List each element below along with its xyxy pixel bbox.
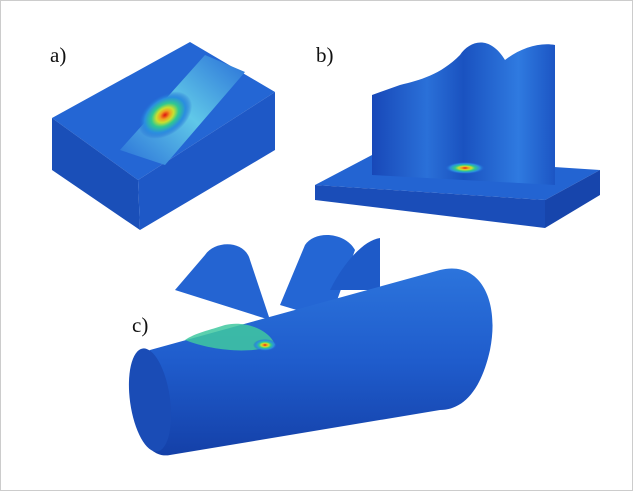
figure: a) b) c) xyxy=(0,0,633,491)
panel-label: c) xyxy=(132,313,148,337)
panel-label: a) xyxy=(50,43,66,67)
panel-label: b) xyxy=(316,43,334,67)
